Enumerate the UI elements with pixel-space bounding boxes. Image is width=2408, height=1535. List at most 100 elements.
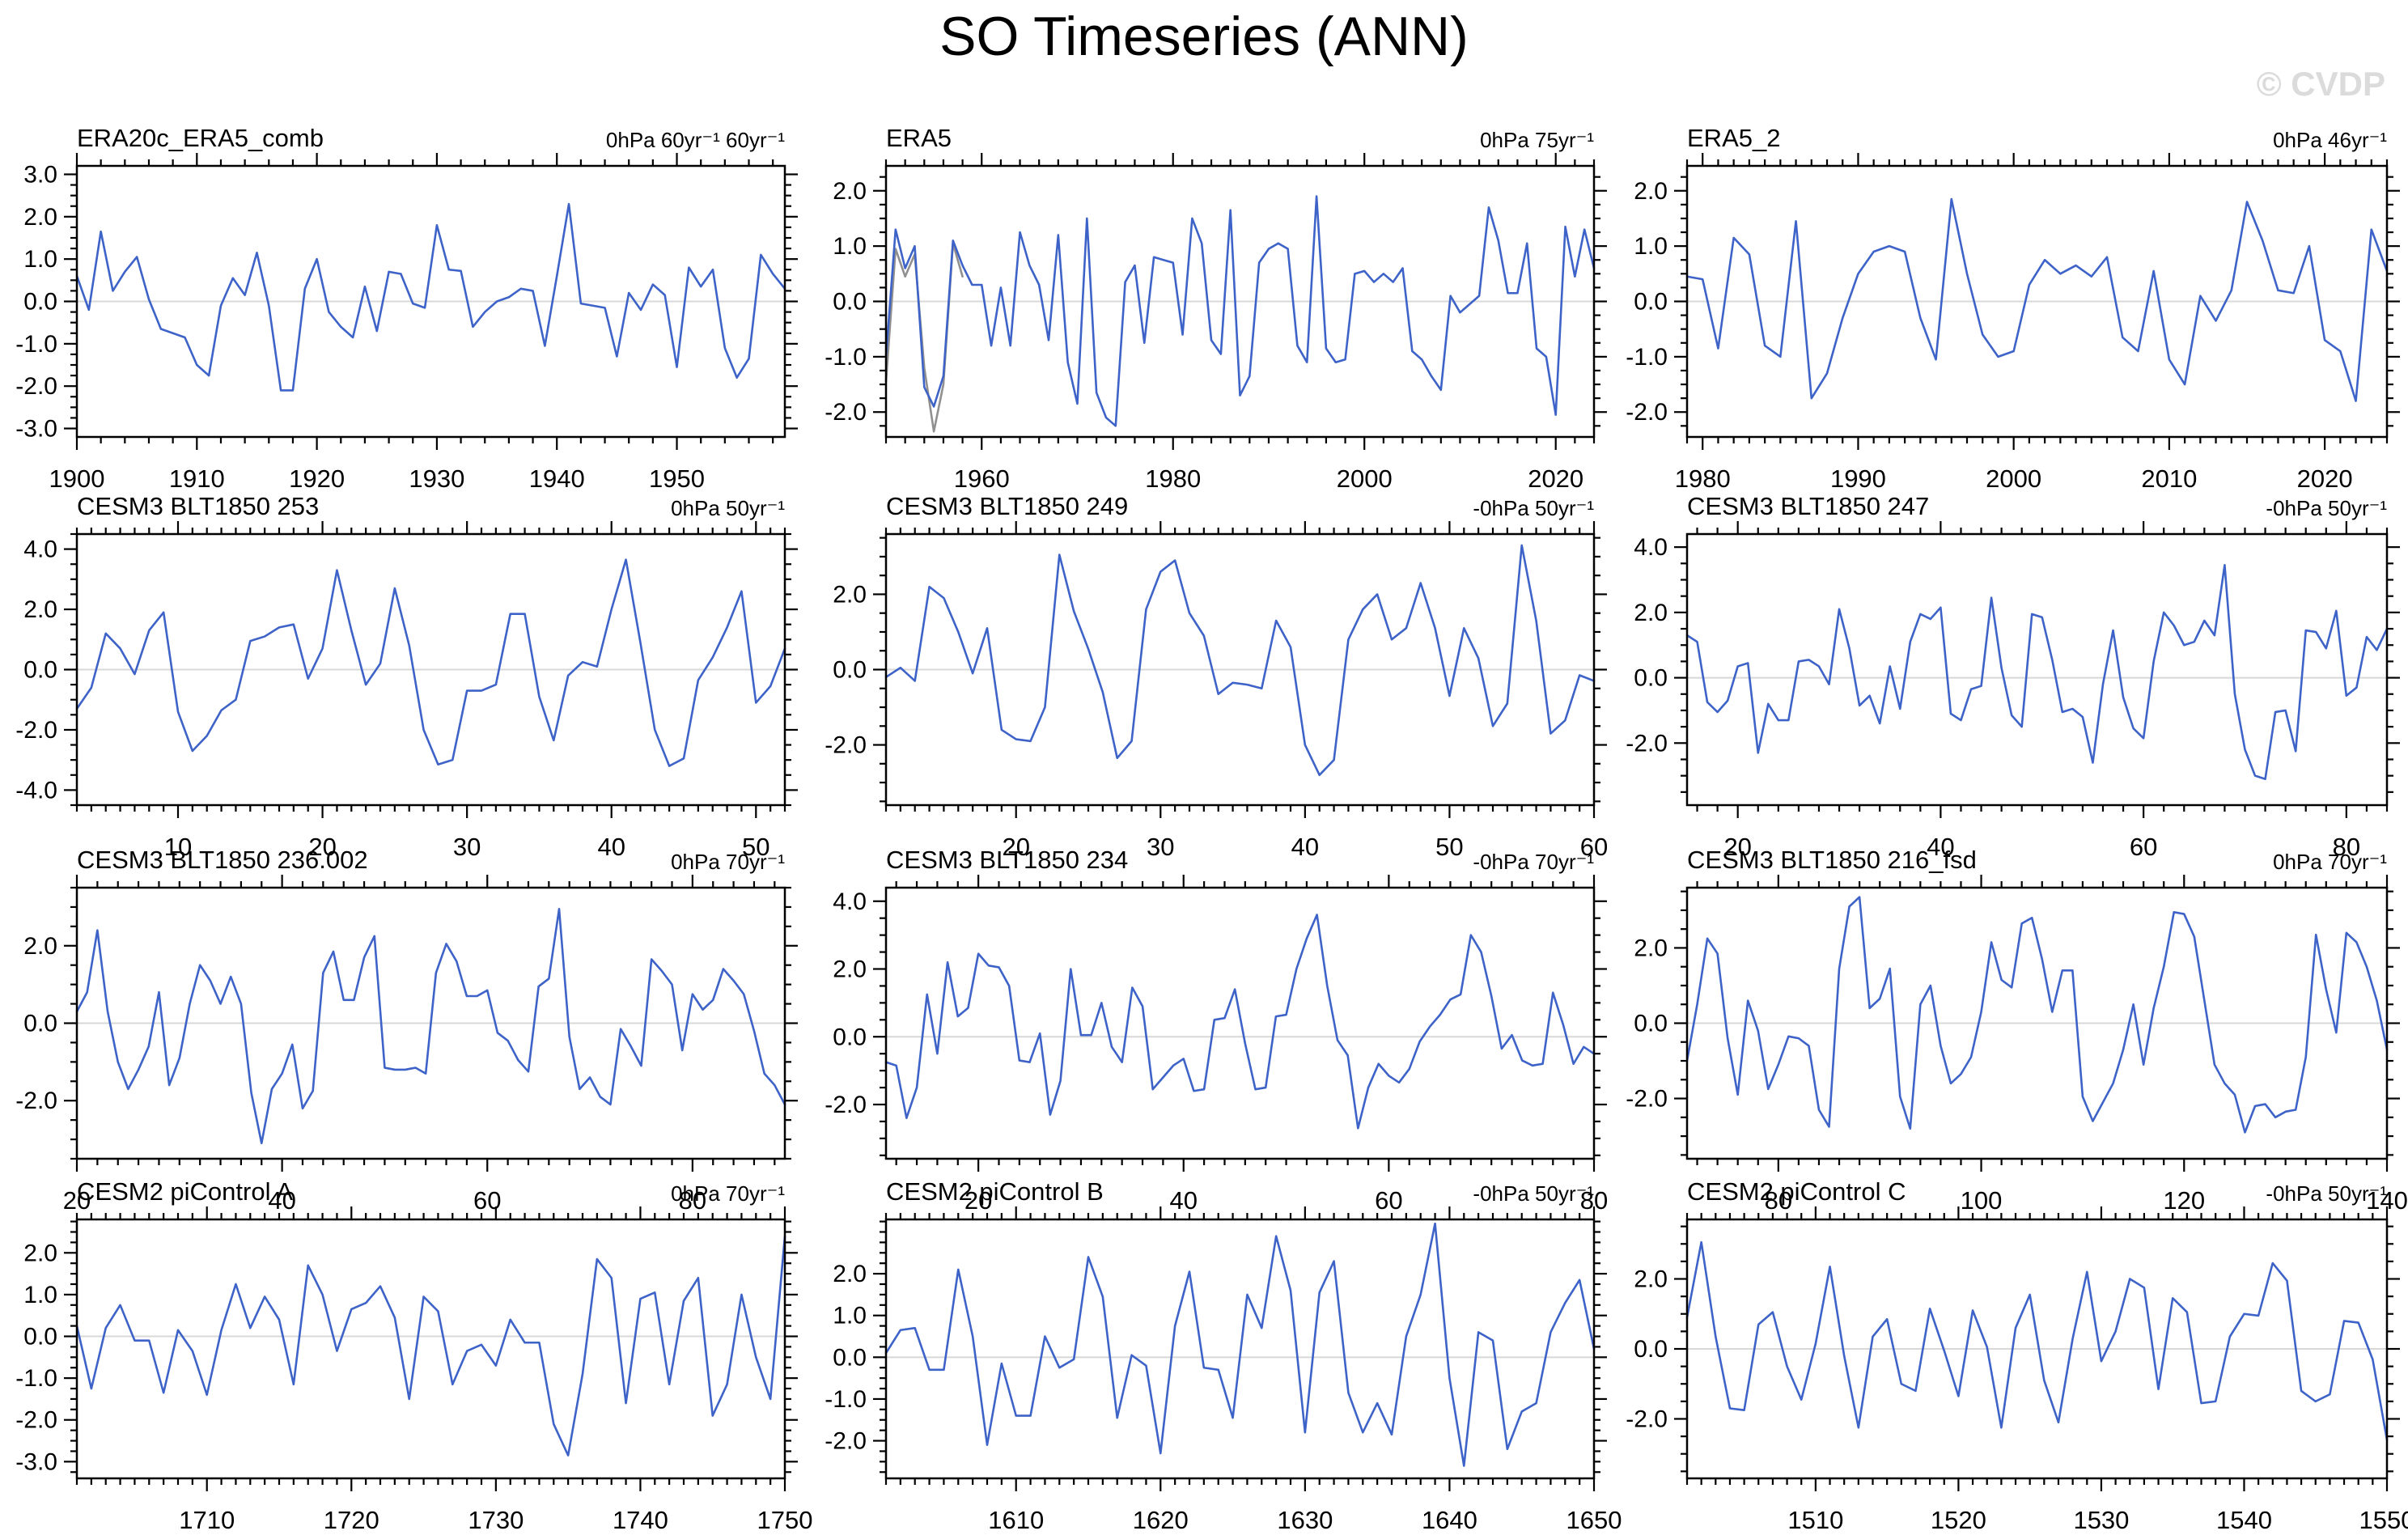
panel-header: CESM2 piControl A 0hPa 70yr⁻¹ [77,1177,785,1206]
svg-text:40: 40 [597,833,625,861]
svg-text:2.0: 2.0 [1634,1266,1668,1293]
page-title: SO Timeseries (ANN) [939,6,1469,67]
svg-text:1530: 1530 [2073,1506,2129,1534]
svg-text:1.0: 1.0 [833,233,867,260]
y-axis-labels: 4.0 2.0 0.0 -2.0 [825,888,867,1118]
svg-text:1920: 1920 [289,464,345,493]
svg-text:30: 30 [1147,833,1174,861]
x-axis-labels: 20 30 40 50 60 [1002,833,1608,861]
svg-text:-3.0: -3.0 [15,416,57,443]
timeseries-panel: CESM3 BLT1850 234 -0hPa 70yr⁻¹ 4.0 2.0 0.0 -2… [809,843,1631,1230]
axis-ticks [873,875,1607,1172]
svg-text:1720: 1720 [324,1506,379,1534]
timeseries-panel: CESM2 piControl C -0hPa 50yr⁻¹ 2.0 0.0 -2.0 1… [1610,1175,2408,1535]
svg-text:1550: 1550 [2359,1506,2408,1534]
axis-ticks [1674,875,2400,1172]
svg-text:40: 40 [1170,1186,1198,1215]
svg-text:20: 20 [1002,833,1029,861]
svg-text:1620: 1620 [1133,1506,1189,1534]
primary-series-line [75,908,786,1145]
svg-text:-4.0: -4.0 [15,777,57,804]
svg-text:-2.0: -2.0 [1626,730,1668,757]
axis-ticks [64,875,798,1172]
x-axis-labels: 1710 1720 1730 1740 1750 [179,1506,812,1534]
svg-text:2.0: 2.0 [23,596,57,623]
svg-text:1650: 1650 [1566,1506,1622,1534]
svg-text:100: 100 [1961,1186,2003,1215]
svg-text:1520: 1520 [1931,1506,1986,1534]
svg-text:60: 60 [1580,833,1608,861]
svg-text:40: 40 [1291,833,1319,861]
svg-text:1930: 1930 [409,464,464,493]
svg-text:2.0: 2.0 [833,956,867,983]
svg-text:10: 10 [164,833,192,861]
svg-text:0.0: 0.0 [1634,1336,1668,1363]
svg-text:20: 20 [1723,833,1751,861]
svg-text:50: 50 [1435,833,1463,861]
svg-text:2.0: 2.0 [1634,178,1668,205]
svg-text:1960: 1960 [954,464,1010,493]
panel-units-label: -0hPa 50yr⁻¹ [1473,1181,1594,1206]
svg-text:2.0: 2.0 [1634,600,1668,626]
svg-text:2.0: 2.0 [833,1261,867,1287]
svg-text:1750: 1750 [757,1506,813,1534]
axis-ticks [64,153,798,450]
svg-text:1980: 1980 [1145,464,1201,493]
panel-title: CESM3 BLT1850 234 [886,846,1129,874]
svg-text:-1.0: -1.0 [825,1386,867,1413]
x-axis-labels: 1610 1620 1630 1640 1650 [988,1506,1622,1534]
svg-text:20: 20 [308,833,336,861]
svg-text:2020: 2020 [1528,464,1583,493]
svg-text:2.0: 2.0 [23,204,57,231]
panel-title: CESM3 BLT1850 253 [77,492,320,520]
svg-text:1940: 1940 [529,464,585,493]
timeseries-panel: ERA5 0hPa 75yr⁻¹ 2.0 1.0 0.0 -1.0 -2.0 1960 1980… [809,121,1631,508]
y-axis-labels: 2.0 0.0 -2.0 [1626,1266,1668,1433]
axis-ticks [64,521,798,818]
svg-text:20: 20 [964,1186,992,1215]
y-axis-labels: 2.0 1.0 0.0 -1.0 -2.0 [825,1261,867,1454]
svg-text:50: 50 [742,833,769,861]
plot-border [75,1218,786,1480]
panel-units-label: 0hPa 70yr⁻¹ [2273,850,2387,874]
panel-title: CESM3 BLT1850 216_fsd [1687,846,1977,874]
plot-border [1685,164,2389,439]
plot-border [884,886,1596,1160]
primary-series-line [1685,1240,2389,1441]
svg-text:20: 20 [63,1186,91,1215]
svg-text:-3.0: -3.0 [15,1448,57,1475]
primary-series-line [884,195,1596,427]
svg-text:1950: 1950 [649,464,705,493]
panel-units-label: -0hPa 50yr⁻¹ [2266,1181,2387,1206]
svg-text:2.0: 2.0 [1634,935,1668,961]
primary-series-line [884,544,1596,777]
svg-text:1740: 1740 [613,1506,668,1534]
panel-header: ERA5 0hPa 75yr⁻¹ [886,123,1594,153]
svg-text:-2.0: -2.0 [1626,1086,1668,1113]
panel-title: CESM3 BLT1850 249 [886,492,1129,520]
y-axis-labels: 2.0 0.0 -2.0 [15,933,57,1114]
svg-text:1630: 1630 [1277,1506,1333,1534]
svg-text:1990: 1990 [1830,464,1886,493]
svg-text:40: 40 [268,1186,295,1215]
svg-text:1510: 1510 [1787,1506,1843,1534]
svg-text:1540: 1540 [2216,1506,2272,1534]
svg-text:0.0: 0.0 [23,1324,57,1351]
cvdp-watermark: © CVDP [2256,65,2385,103]
timeseries-plot: 2.0 1.0 0.0 -1.0 -2.0 1980 1990 2000 2010 2020 [1626,153,2400,493]
timeseries-panel: CESM2 piControl B -0hPa 50yr⁻¹ 2.0 1.0 0.0 -1… [809,1175,1631,1535]
x-axis-labels: 20 40 60 80 [964,1186,1608,1215]
svg-text:1640: 1640 [1422,1506,1477,1534]
panel-units-label: 0hPa 50yr⁻¹ [671,496,785,520]
svg-text:-2.0: -2.0 [825,1092,867,1118]
svg-text:80: 80 [679,1186,706,1215]
svg-text:80: 80 [1765,1186,1792,1215]
x-axis-labels: 10 20 30 40 50 [164,833,770,861]
svg-text:-2.0: -2.0 [15,373,57,400]
svg-text:1730: 1730 [468,1506,524,1534]
panel-header: CESM3 BLT1850 236.002 0hPa 70yr⁻¹ [77,845,785,875]
axis-ticks [873,521,1607,818]
plot-border [884,1218,1596,1480]
svg-text:-2.0: -2.0 [15,717,57,744]
